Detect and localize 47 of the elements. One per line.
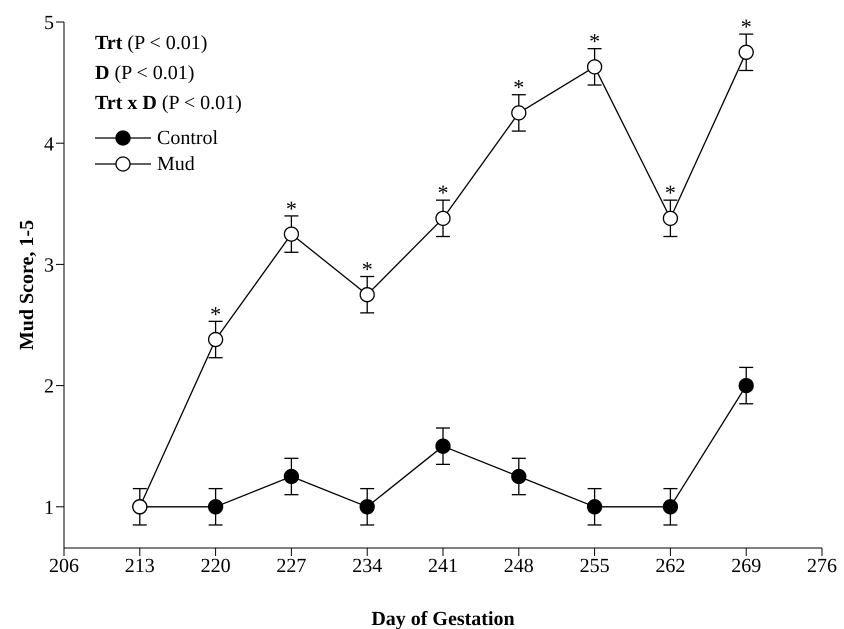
point [586, 59, 602, 74]
point [511, 105, 526, 121]
point [435, 438, 451, 454]
x-axis-title: Day of Gestation [371, 608, 515, 629]
annotation: * [362, 256, 373, 282]
point [360, 287, 375, 302]
annotation: D (P < 0.01) [95, 61, 196, 86]
annotation: * [438, 180, 448, 206]
point [284, 226, 300, 242]
x-tick-label: 234 [352, 555, 382, 578]
annotation: * [210, 301, 222, 326]
point [586, 499, 602, 514]
annotation: * [513, 74, 524, 100]
x-tick-label: 220 [200, 555, 231, 578]
annotation: * [589, 28, 600, 54]
point [208, 332, 224, 348]
legend-label: Control [157, 126, 218, 150]
annotation: * [740, 14, 752, 40]
y-tick-label: 1 [44, 496, 54, 519]
x-tick-label: 255 [580, 555, 610, 578]
annotation: Trt x D (P < 0.01) [95, 91, 242, 116]
x-tick-label: 248 [504, 555, 534, 578]
point [511, 468, 526, 484]
annotation: * [286, 196, 297, 221]
point [662, 499, 678, 514]
y-axis-title: Mud Score, 1-5 [16, 220, 38, 350]
point [738, 378, 754, 394]
point [662, 210, 678, 226]
x-tick-label: 227 [276, 555, 306, 578]
y-tick-label: 3 [44, 254, 54, 276]
x-tick-label: 206 [49, 555, 79, 578]
y-tick-label: 2 [44, 376, 54, 398]
legend-label: Mud [157, 152, 195, 176]
point [208, 499, 224, 514]
x-tick-label: 276 [807, 555, 837, 578]
annotation: Trt (P < 0.01) [95, 31, 208, 56]
point [738, 44, 754, 60]
x-tick-label: 213 [124, 555, 155, 578]
annotation: * [664, 180, 676, 206]
point [360, 499, 375, 514]
x-tick-label: 269 [731, 555, 762, 578]
x-tick-label: 241 [428, 555, 458, 578]
y-tick-label: 4 [44, 133, 54, 156]
x-tick-label: 262 [655, 555, 686, 578]
point [284, 468, 300, 484]
point [435, 210, 451, 226]
y-tick-label: 5 [44, 12, 54, 34]
